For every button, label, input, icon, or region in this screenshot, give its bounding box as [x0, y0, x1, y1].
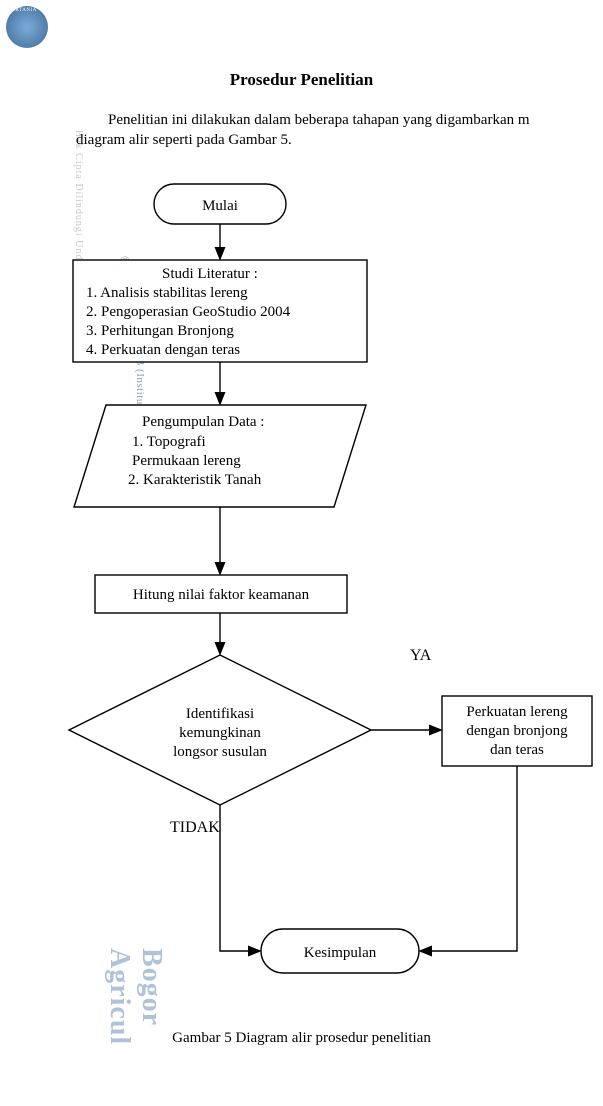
flowchart: Mulai Studi Literatur : 1. Analisis stab… [40, 172, 600, 1012]
node-literature-title: Studi Literatur : [162, 266, 258, 282]
node-decision-line-1: Identifikasi [186, 706, 254, 722]
intro-line-1: Penelitian ini dilakukan dalam beberapa … [76, 110, 603, 130]
node-reinforce-line-1: Perkuatan lereng [466, 704, 568, 720]
node-data-item-2: Permukaan lereng [132, 453, 241, 469]
node-data: Pengumpulan Data : 1. Topografi Permukaa… [74, 405, 366, 507]
node-data-item-1: 1. Topografi [132, 434, 206, 450]
figure-caption: Gambar 5 Diagram alir prosedur penelitia… [0, 1030, 603, 1047]
logo-text: ERTANIA [12, 8, 37, 13]
node-start: Mulai [154, 184, 286, 224]
node-decision: Identifikasi kemungkinan longsor susulan [69, 655, 371, 805]
node-literature: Studi Literatur : 1. Analisis stabilitas… [73, 260, 367, 362]
node-literature-item-1: 1. Analisis stabilitas lereng [86, 285, 248, 301]
node-reinforce-line-2: dengan bronjong [466, 723, 568, 739]
institution-logo: ERTANIA [6, 6, 48, 48]
intro-line-2: diagram alir seperti pada Gambar 5. [76, 132, 292, 148]
node-decision-line-2: kemungkinan [179, 725, 261, 741]
node-reinforce: Perkuatan lereng dengan bronjong dan ter… [442, 696, 592, 766]
edge-label-no: TIDAK [170, 819, 220, 836]
node-compute-label: Hitung nilai faktor keamanan [133, 587, 310, 603]
node-conclusion: Kesimpulan [261, 929, 419, 973]
node-reinforce-line-3: dan teras [490, 742, 544, 758]
node-data-title: Pengumpulan Data : [142, 414, 264, 430]
node-literature-item-2: 2. Pengoperasian GeoStudio 2004 [86, 304, 291, 320]
edge-reinforce-conclusion [421, 766, 517, 951]
edge-decision-conclusion [220, 805, 259, 951]
node-decision-line-3: longsor susulan [173, 744, 267, 760]
node-start-label: Mulai [202, 198, 238, 214]
node-data-item-3: 2. Karakteristik Tanah [128, 472, 262, 488]
edge-label-yes: YA [410, 647, 432, 664]
intro-paragraph: Penelitian ini dilakukan dalam beberapa … [76, 110, 603, 151]
node-literature-item-4: 4. Perkuatan dengan teras [86, 342, 240, 358]
node-literature-item-3: 3. Perhitungan Bronjong [86, 323, 234, 339]
node-compute: Hitung nilai faktor keamanan [95, 575, 347, 613]
section-title: Prosedur Penelitian [0, 70, 603, 90]
node-conclusion-label: Kesimpulan [304, 945, 377, 961]
